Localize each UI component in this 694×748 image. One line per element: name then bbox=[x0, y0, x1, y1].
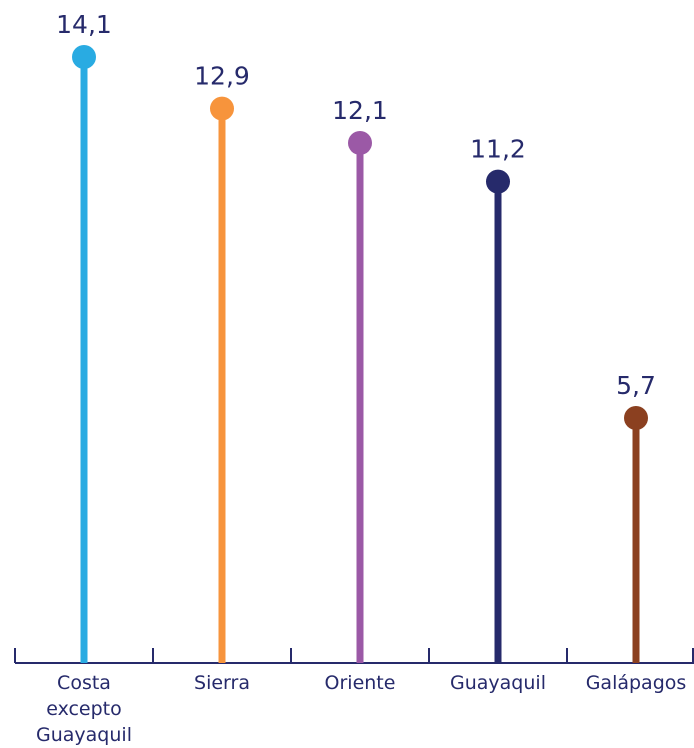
marker-dot bbox=[348, 130, 372, 155]
category-label: Oriente bbox=[325, 672, 396, 694]
category-label: Guayaquil bbox=[450, 672, 546, 694]
category-labels: Costa excepto Guayaquil Sierra Oriente Guayaq… bbox=[36, 672, 686, 746]
markers bbox=[72, 45, 648, 431]
category-label: Costa bbox=[57, 672, 111, 694]
value-labels: 14,1 12,9 12,1 11,2 5,7 bbox=[56, 10, 656, 400]
marker-dot bbox=[486, 169, 510, 194]
data-label: 12,9 bbox=[194, 62, 250, 91]
x-axis bbox=[14, 648, 694, 664]
stems bbox=[80, 57, 640, 663]
data-label: 5,7 bbox=[616, 371, 656, 400]
category-label: Guayaquil bbox=[36, 724, 132, 746]
data-label: 14,1 bbox=[56, 10, 112, 39]
category-label: Galápagos bbox=[586, 672, 687, 694]
data-label: 12,1 bbox=[332, 96, 388, 125]
marker-dot bbox=[210, 96, 234, 121]
marker-dot bbox=[624, 406, 648, 431]
marker-dot bbox=[72, 45, 96, 69]
category-label: excepto bbox=[46, 698, 122, 720]
data-label: 11,2 bbox=[470, 135, 526, 164]
category-label: Sierra bbox=[194, 672, 250, 694]
